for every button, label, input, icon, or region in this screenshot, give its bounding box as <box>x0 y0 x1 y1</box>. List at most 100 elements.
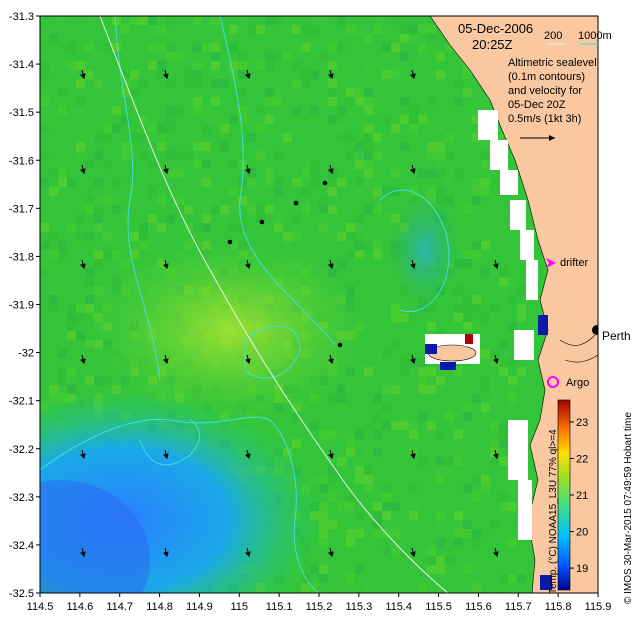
contour-line <box>139 419 200 466</box>
y-tick-label: -32.5 <box>9 588 34 600</box>
cold-pixel <box>425 344 437 354</box>
y-tick-label: -31.5 <box>9 107 34 119</box>
velocity-arrow <box>328 259 334 269</box>
velocity-arrow <box>80 164 86 174</box>
velocity-arrow <box>293 200 299 206</box>
colorbar-tick-label: 20 <box>576 527 588 539</box>
x-tick-label: 114.8 <box>146 601 173 613</box>
perth-label: Perth <box>602 329 631 343</box>
velocity-arrows <box>80 69 499 557</box>
cold-pixel <box>538 315 548 335</box>
colorbar: 19 20 21 22 23 Temp. (°C) NOAA15_L3U 77% ql>… <box>548 399 588 594</box>
depth-legend-1000: 1000m <box>578 30 612 42</box>
velocity-arrow <box>245 259 251 269</box>
contour-line <box>219 16 336 346</box>
velocity-scale-label: 0.5m/s (1kt 3h) <box>508 113 581 125</box>
map-time: 20:25Z <box>472 37 513 52</box>
contour-line <box>379 189 450 312</box>
y-tick-label: -31.9 <box>9 300 34 312</box>
velocity-arrow <box>80 354 86 364</box>
cold-pixel <box>540 575 552 590</box>
velocity-arrow <box>328 354 334 364</box>
velocity-arrow <box>80 259 86 269</box>
x-tick-label: 114.9 <box>186 601 213 613</box>
x-tick-label: 115.5 <box>425 601 452 613</box>
depth-legend-200: 200 <box>544 30 562 42</box>
no-data-cells <box>478 110 538 540</box>
velocity-arrow <box>328 69 334 79</box>
velocity-arrow <box>163 354 169 364</box>
altimetry-line-4: 05-Dec 20Z <box>508 99 566 111</box>
velocity-arrow <box>163 259 169 269</box>
y-tick-label: -31.4 <box>9 59 34 71</box>
plot-area <box>40 16 598 593</box>
velocity-arrow <box>322 180 328 186</box>
velocity-arrow <box>410 164 416 174</box>
velocity-arrow <box>410 547 416 557</box>
y-tick-label: -31.3 <box>9 11 34 23</box>
x-tick-label: 115 <box>231 601 249 613</box>
x-tick-label: 114.6 <box>66 601 93 613</box>
velocity-arrow <box>245 69 251 79</box>
colorbar-tick-label: 23 <box>576 417 588 429</box>
velocity-arrow <box>410 449 416 459</box>
drifter-marker <box>546 258 556 268</box>
x-tick-label: 114.7 <box>106 601 133 613</box>
y-tick-label: -32 <box>18 348 34 360</box>
colorbar-title: Temp. (°C) NOAA15_L3U 77% ql>=4 <box>548 429 559 594</box>
velocity-arrow <box>337 342 343 348</box>
velocity-arrow <box>163 164 169 174</box>
x-tick-label: 115.2 <box>306 601 333 613</box>
x-tick-label: 115.7 <box>505 601 532 613</box>
altimetry-line-2: (0.1m contours) <box>508 71 585 83</box>
velocity-arrow <box>80 449 86 459</box>
x-tick-label: 115.6 <box>465 601 492 613</box>
perth-marker <box>592 325 598 335</box>
y-tick-label: -32.3 <box>9 492 34 504</box>
altimetry-line-1: Altimetric sealevel <box>508 57 597 69</box>
x-tick-label: 115.9 <box>585 601 612 613</box>
altimetry-line-3: and velocity for <box>508 85 582 97</box>
colorbar-gradient <box>557 399 571 591</box>
argo-label: Argo <box>566 377 589 389</box>
contour-line <box>114 16 161 381</box>
cool-eddy <box>390 195 460 305</box>
velocity-arrow <box>245 449 251 459</box>
colorbar-tick-label: 22 <box>576 453 588 465</box>
contour-line <box>40 416 321 593</box>
warm-pixel <box>465 334 473 344</box>
velocity-arrow <box>328 547 334 557</box>
colorbar-tick-label: 19 <box>576 563 588 575</box>
y-tick-label: -31.8 <box>9 251 34 263</box>
y-axis: -31.3 -31.4 -31.5 -31.6 -31.7 -31.8 -31.9 -32 -3… <box>9 11 40 600</box>
colorbar-ticks: 19 20 21 22 23 <box>570 417 588 575</box>
y-tick-label: -32.1 <box>9 396 34 408</box>
velocity-arrow <box>493 449 499 459</box>
velocity-arrow <box>227 239 233 245</box>
velocity-arrow <box>410 259 416 269</box>
y-tick-label: -32.2 <box>9 444 34 456</box>
drifter-label: drifter <box>560 257 588 269</box>
velocity-arrow <box>410 69 416 79</box>
x-tick-label: 114.5 <box>27 601 54 613</box>
velocity-arrow <box>259 219 265 225</box>
velocity-arrow <box>328 164 334 174</box>
cold-pixel <box>440 362 456 370</box>
swan-river <box>559 334 598 363</box>
depth-contour-line <box>99 16 449 593</box>
x-tick-label: 115.8 <box>545 601 572 613</box>
velocity-arrow <box>163 69 169 79</box>
y-tick-label: -31.6 <box>9 155 34 167</box>
velocity-arrow <box>493 354 499 364</box>
map-date: 05-Dec-2006 <box>458 21 533 36</box>
velocity-scale-arrow <box>520 135 555 141</box>
velocity-arrow <box>80 547 86 557</box>
contour-line <box>244 325 301 379</box>
y-tick-label: -31.7 <box>9 203 34 215</box>
velocity-arrow <box>163 449 169 459</box>
credit-text: © IMOS 30-Mar-2015 07:49:59 Hobart time <box>623 412 634 604</box>
x-tick-label: 115.4 <box>385 601 412 613</box>
sealevel-contours <box>40 16 450 593</box>
cold-water-core <box>40 480 150 593</box>
